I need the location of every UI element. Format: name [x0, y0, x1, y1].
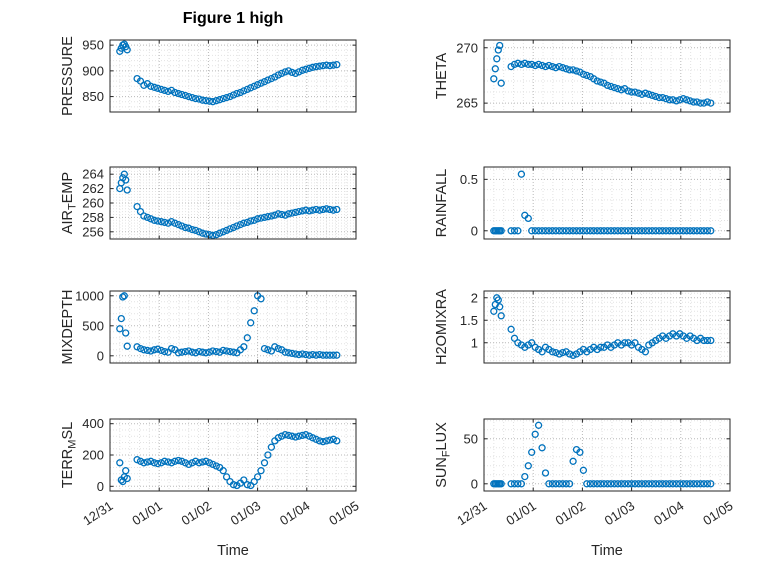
svg-text:900: 900 [82, 63, 104, 78]
data-points [116, 292, 341, 359]
x-axis-label: Time [217, 543, 249, 559]
svg-text:0: 0 [97, 479, 104, 494]
svg-text:200: 200 [82, 448, 104, 463]
svg-text:01/03: 01/03 [228, 498, 263, 528]
subplot-THETA: 265 270 THETA [434, 39, 731, 113]
svg-text:260: 260 [82, 196, 104, 211]
data-points [490, 41, 715, 107]
svg-text:400: 400 [82, 416, 104, 431]
data-points [116, 170, 341, 240]
grid [483, 419, 731, 491]
y-axis-label: RAINFALL [434, 169, 450, 238]
svg-text:01/01: 01/01 [129, 498, 164, 528]
svg-text:01/02: 01/02 [179, 498, 214, 528]
data-points [116, 40, 341, 106]
plot-area [484, 40, 730, 112]
y-axis-label: AIRTEMP [60, 172, 79, 234]
svg-text:950: 950 [82, 38, 104, 53]
y-axis-label: THETA [434, 52, 450, 99]
svg-text:500: 500 [82, 318, 104, 333]
svg-text:265: 265 [456, 96, 478, 111]
svg-text:1.5: 1.5 [460, 313, 478, 328]
data-points [490, 421, 715, 488]
svg-text:0: 0 [471, 223, 478, 238]
svg-text:01/02: 01/02 [553, 498, 588, 528]
y-tick-labels: 0 200 400 [82, 416, 104, 494]
y-tick-labels: 00.5 [460, 172, 478, 238]
svg-text:01/05: 01/05 [326, 498, 361, 528]
axis-box [109, 166, 357, 240]
data-points [490, 294, 715, 360]
svg-text:0.5: 0.5 [460, 172, 478, 187]
axis-box [483, 39, 731, 113]
svg-text:12/31: 12/31 [80, 498, 115, 528]
svg-text:12/31: 12/31 [454, 498, 489, 528]
axis-box [109, 290, 357, 364]
x-tick-labels: 12/31 01/01 01/02 01/03 01/04 01/05 [80, 498, 361, 528]
y-tick-labels: 265 270 [456, 40, 478, 110]
svg-text:270: 270 [456, 40, 478, 55]
y-tick-labels: 0 50 [464, 431, 478, 491]
axis-box [483, 418, 731, 492]
svg-text:01/04: 01/04 [651, 498, 686, 528]
svg-text:0: 0 [97, 348, 104, 363]
svg-text:264: 264 [82, 167, 104, 182]
data-points [116, 431, 341, 490]
svg-text:258: 258 [82, 210, 104, 225]
svg-text:01/05: 01/05 [700, 498, 735, 528]
y-tick-labels: 11.52 [460, 290, 478, 350]
y-axis-label: MIXDEPTH [60, 290, 76, 365]
data-points [490, 170, 715, 235]
y-axis-label: PRESSURE [60, 36, 76, 116]
svg-text:256: 256 [82, 224, 104, 239]
svg-text:850: 850 [82, 89, 104, 104]
svg-text:01/01: 01/01 [503, 498, 538, 528]
x-tick-labels: 12/31 01/01 01/02 01/03 01/04 01/05 [454, 498, 735, 528]
svg-text:1: 1 [471, 335, 478, 350]
y-axis-label: TERRMSL [60, 422, 79, 488]
axis-box [483, 290, 731, 364]
y-axis-label: H2OMIXRA [434, 289, 450, 365]
svg-text:01/03: 01/03 [602, 498, 637, 528]
axis-box [109, 39, 357, 113]
y-axis-label: SUNFLUX [434, 422, 453, 488]
y-tick-labels: 850 900 950 [82, 38, 104, 104]
y-tick-labels: 0 500 1000 [75, 288, 104, 363]
subplot-PRESSURE: 850 900 950 PRESSURE [60, 36, 357, 116]
axis-box [483, 166, 731, 240]
axis-box [109, 418, 357, 492]
svg-text:262: 262 [82, 181, 104, 196]
svg-text:2: 2 [471, 290, 478, 305]
grid [109, 419, 357, 491]
svg-text:0: 0 [471, 476, 478, 491]
plot-area [484, 291, 730, 363]
grid [109, 167, 357, 239]
x-axis-label: Time [591, 543, 623, 559]
figure-title: Figure 1 high [182, 10, 284, 27]
svg-text:1000: 1000 [75, 288, 104, 303]
svg-text:50: 50 [464, 431, 478, 446]
svg-text:01/04: 01/04 [277, 498, 312, 528]
